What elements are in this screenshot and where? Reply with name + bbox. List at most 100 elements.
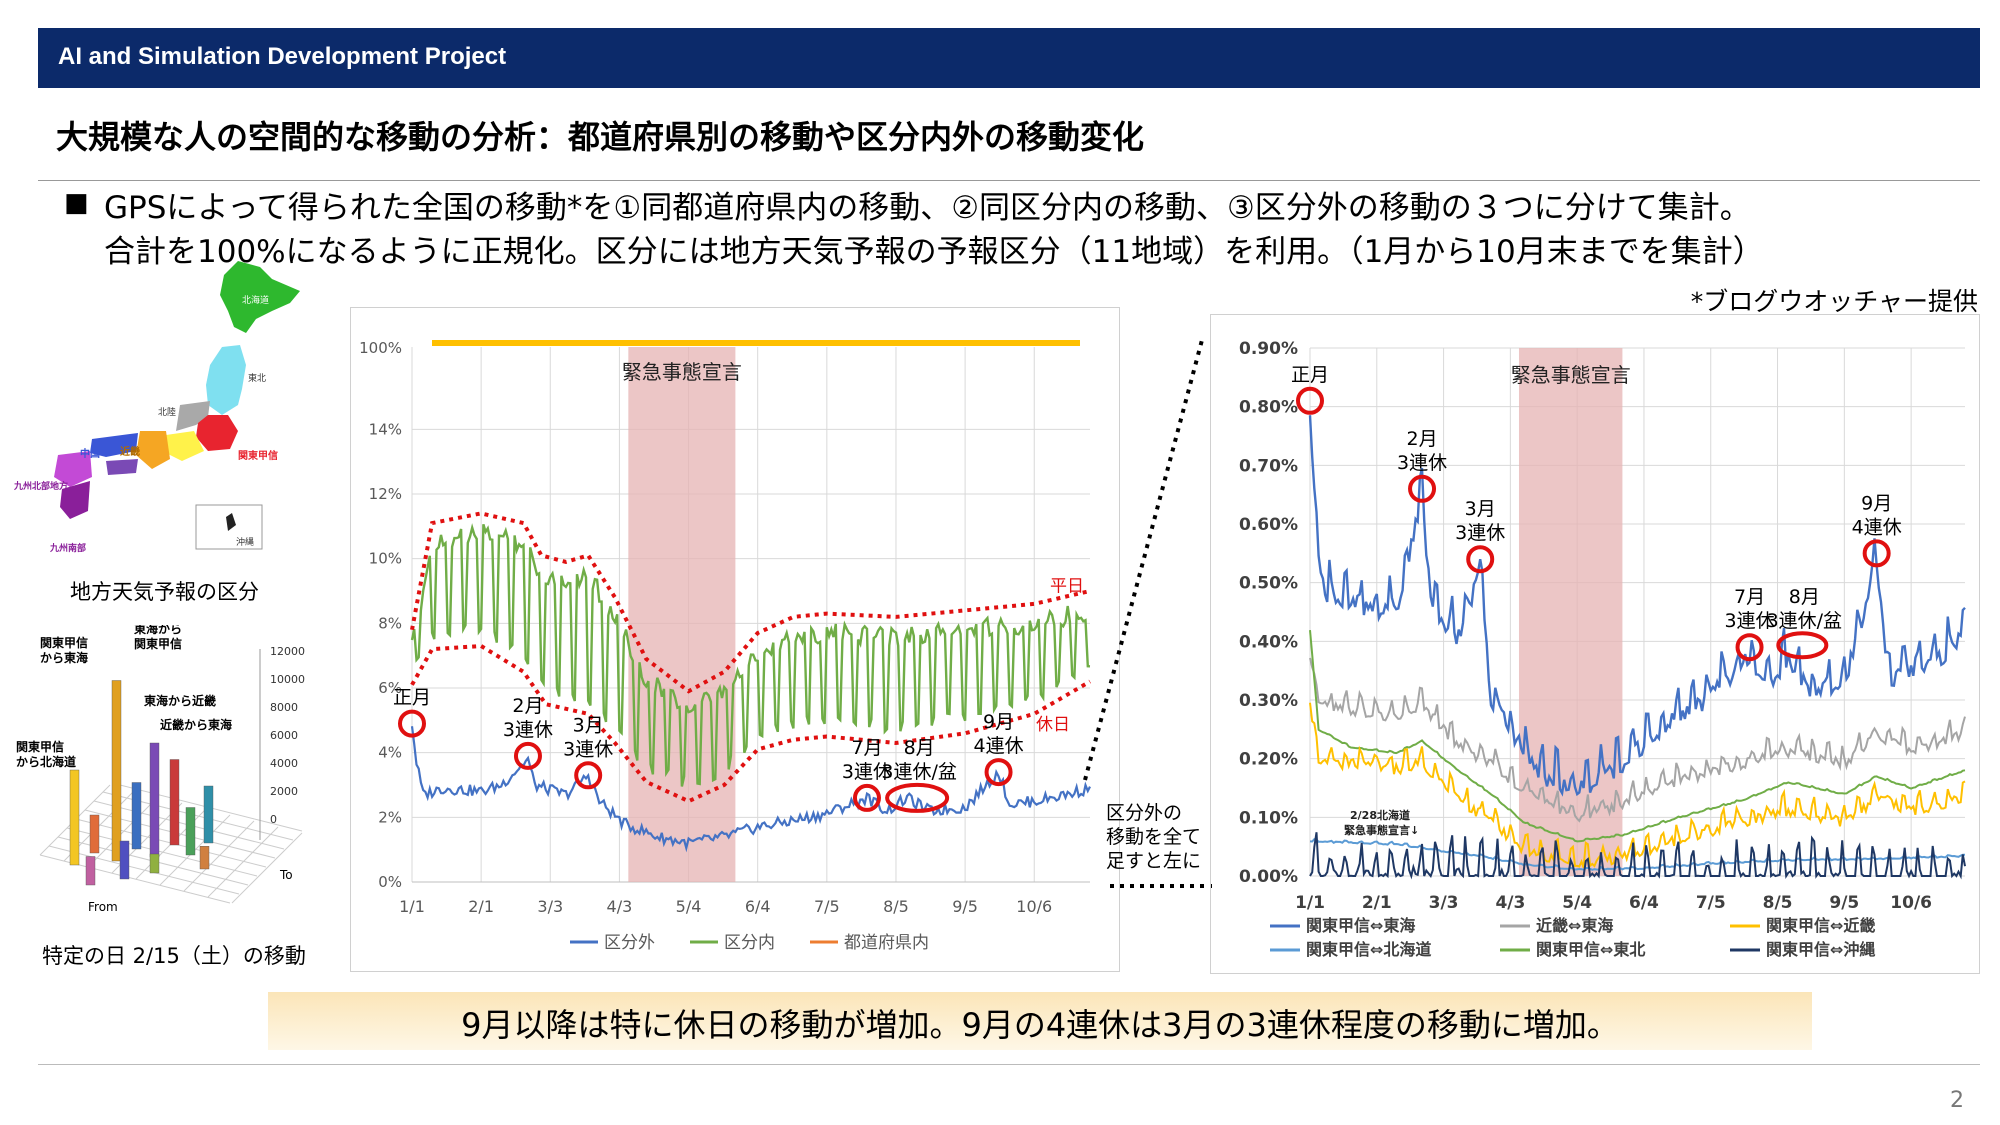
right-legend-label: 近畿⇔東海	[1536, 916, 1613, 935]
bar3d-annotation-label: 関東甲信	[16, 739, 64, 754]
right-legend-label: 関東甲信⇔東北	[1536, 940, 1645, 959]
annotation-label: 3連休/盆	[881, 761, 957, 783]
title-divider	[38, 180, 1980, 181]
right-series-line	[1309, 630, 1966, 843]
main-x-tick-label: 9/5	[952, 897, 978, 916]
right-annotation-ellipse	[1776, 631, 1829, 660]
annotation-label: 9月	[983, 711, 1014, 733]
holiday-label: 休日	[1036, 715, 1070, 735]
right-annotation-label: 3連休	[1724, 610, 1774, 632]
map-label-chugoku: 中国	[80, 447, 100, 460]
right-y-tick-label: 0.70%	[1239, 456, 1298, 476]
inter-region-pair-chart: 0.00% 0.10% 0.20% 0.30% 0.40% 0.50% 0.60% 0.70%…	[1239, 339, 1966, 959]
annotation-label: 3連休	[503, 719, 553, 741]
right-legend-label: 関東甲信⇔近畿	[1766, 916, 1875, 935]
right-annotation-label: 正月	[1291, 364, 1329, 386]
right-annotation-label: 8月	[1789, 586, 1820, 608]
right-annotation-circle	[1296, 386, 1324, 415]
right-series-line	[1308, 415, 1966, 797]
annotation-ellipse	[885, 782, 950, 813]
weekday-label: 平日	[1050, 576, 1084, 596]
main-x-tick-label: 5/4	[676, 897, 702, 916]
right-y-tick-label: 0.80%	[1239, 398, 1298, 418]
emergency-region-label-right: 緊急事態宣言	[1511, 363, 1631, 387]
main-x-tick-label: 10/6	[1016, 897, 1052, 916]
annotation-circle	[513, 741, 542, 770]
bar3d-z-tick-label: 2000	[270, 785, 298, 798]
main-x-tick-label: 3/3	[537, 897, 563, 916]
main-y-tick-label: 14%	[369, 420, 402, 438]
map-region-kanto	[196, 415, 238, 451]
right-x-tick-label: 3/3	[1429, 893, 1459, 913]
map-caption: 地方天気予報の区分	[70, 580, 259, 604]
okinawa-inset	[195, 504, 263, 550]
main-chart-frame	[350, 307, 1120, 972]
right-annotation-label: 3連休	[1397, 452, 1447, 474]
bar3d-annotation-label: から北海道	[16, 754, 76, 769]
right-legend-label: 関東甲信⇔沖縄	[1766, 940, 1875, 959]
header-bar: AI and Simulation Development Project	[38, 28, 1980, 88]
right-x-tick-label: 10/6	[1890, 893, 1932, 913]
bar3d-z-tick-label: 8000	[270, 701, 298, 714]
bar3d-annotation-label: 東海から	[134, 625, 182, 636]
annotation-circle	[574, 761, 603, 790]
bar3d-z-tick-label: 12000	[270, 645, 305, 658]
main-x-tick-label: 1/1	[399, 897, 425, 916]
bullet-text-line1: GPSによって得られた全国の移動*を①同都道府県内の移動、②同区分内の移動、③区…	[104, 190, 1751, 226]
right-x-tick-label: 9/5	[1829, 893, 1859, 913]
bar3d-annotation-label: 近畿から東海	[160, 717, 232, 732]
main-y-tick-label: 2%	[378, 808, 402, 826]
emergency-shaded-region-right	[1518, 348, 1623, 876]
right-y-tick-label: 0.10%	[1239, 808, 1298, 828]
map-region-hokuriku	[176, 401, 210, 431]
main-y-tick-label: 4%	[378, 744, 402, 762]
bar3d-bar	[89, 814, 100, 854]
connector-dotted-top	[1083, 339, 1204, 781]
right-chart-frame	[1210, 314, 1980, 974]
source-note: *ブログウオッチャー提供	[1690, 287, 1978, 316]
annotation-label: 4連休	[974, 735, 1024, 757]
right-legend-label: 関東甲信⇔東海	[1306, 916, 1415, 935]
main-movement-share-chart: 0% 2% 4% 6% 8% 10% 12% 14% 100% 1/1 2/1 3/3 4/3 5/4 6/…	[359, 339, 1092, 953]
right-series-line	[1309, 832, 1966, 880]
map-label-kanto: 関東甲信	[238, 449, 278, 462]
bar3d-grid-line	[231, 832, 303, 904]
main-legend-label: 区分内	[724, 933, 775, 953]
map-region-kinki	[136, 431, 170, 469]
bar3d-annotation-label: 関東甲信	[134, 636, 182, 651]
emergency-shaded-region	[628, 347, 736, 882]
map-region-tokai	[166, 431, 204, 461]
right-annotation-label: 7月	[1734, 586, 1765, 608]
bullet-text-line2: 合計を100%になるように正規化。区分には地方天気予報の予報区分（11地域）を利…	[104, 234, 1764, 270]
map-region-kyushu-north	[54, 451, 92, 487]
side-note-line3: 足すと左に	[1106, 850, 1202, 872]
right-annotation-circle	[1862, 539, 1891, 568]
side-note-line2: 移動を全て	[1106, 826, 1202, 848]
right-annotation-label: 2月	[1406, 428, 1437, 450]
bar3d-z-tick-label: 6000	[270, 729, 298, 742]
page-number: 2	[1950, 1088, 1964, 1113]
right-x-tick-label: 2/1	[1362, 893, 1392, 913]
side-note-line1: 区分外の	[1106, 802, 1183, 824]
map-label-kyushu-north: 九州北部地方	[13, 480, 68, 492]
bar3d-bar	[185, 807, 196, 856]
conclusion-text: 9月以降は特に休日の移動が増加。9月の4連休は3月の3連休程度の移動に増加。	[461, 1006, 1619, 1044]
map-label-kinki: 近畿	[120, 445, 140, 458]
annotation-label: 2月	[512, 695, 543, 717]
bar3d-bar	[149, 853, 160, 874]
right-x-tick-label: 8/5	[1763, 893, 1793, 913]
annotation-label: 7月	[851, 737, 882, 759]
bar3d-z-tick-label: 10000	[270, 673, 305, 686]
right-x-tick-label: 7/5	[1696, 893, 1726, 913]
footer-divider	[38, 1064, 1980, 1065]
bar3d-grid-line	[207, 826, 279, 898]
right-series-line	[1309, 657, 1966, 823]
right-y-tick-label: 0.60%	[1239, 515, 1298, 535]
conclusion-box: 9月以降は特に休日の移動が増加。9月の4連休は3月の3連休程度の移動に増加。	[268, 992, 1812, 1050]
map-region-hokkaido	[220, 261, 300, 333]
main-x-tick-label: 8/5	[883, 897, 909, 916]
bar3d-bars	[69, 680, 214, 886]
series-line-outside-region	[410, 726, 1091, 853]
